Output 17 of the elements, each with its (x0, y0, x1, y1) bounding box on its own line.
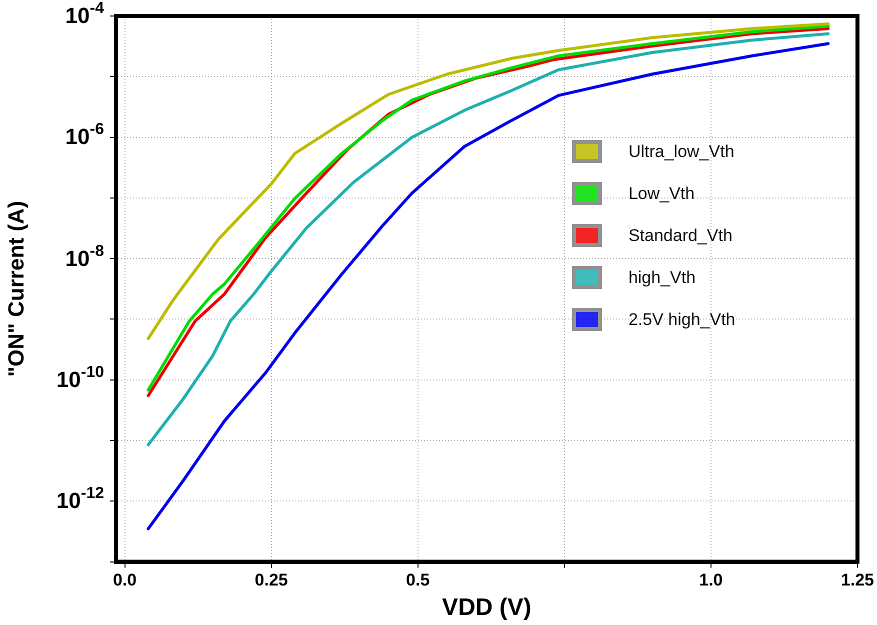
x-tick-label: 0.25 (254, 570, 288, 590)
y-tick-label: 10$^{-12}$ (56, 485, 104, 516)
x-tick-label: 0.5 (406, 570, 430, 590)
legend-label: Low_Vth (628, 184, 695, 204)
y-axis-title: "ON" Current (A) (3, 200, 28, 377)
y-tick-label: 10$^{-6}$ (65, 121, 104, 152)
y-tick-label: 10$^{-4}$ (65, 0, 104, 30)
x-tick-label: 0.0 (112, 570, 137, 590)
legend-label: Ultra_low_Vth (628, 142, 734, 162)
y-tick-label: 10$^{-8}$ (65, 242, 104, 273)
legend-label: high_Vth (628, 268, 696, 288)
x-axis-title: VDD (V) (442, 594, 532, 622)
x-tick-label: 1.0 (699, 570, 723, 590)
y-tick-label: 10$^{-10}$ (56, 364, 104, 394)
x-tick-label: 1.25 (840, 570, 874, 590)
legend-label: 2.5V high_Vth (628, 310, 736, 330)
legend-label: Standard_Vth (628, 226, 732, 246)
